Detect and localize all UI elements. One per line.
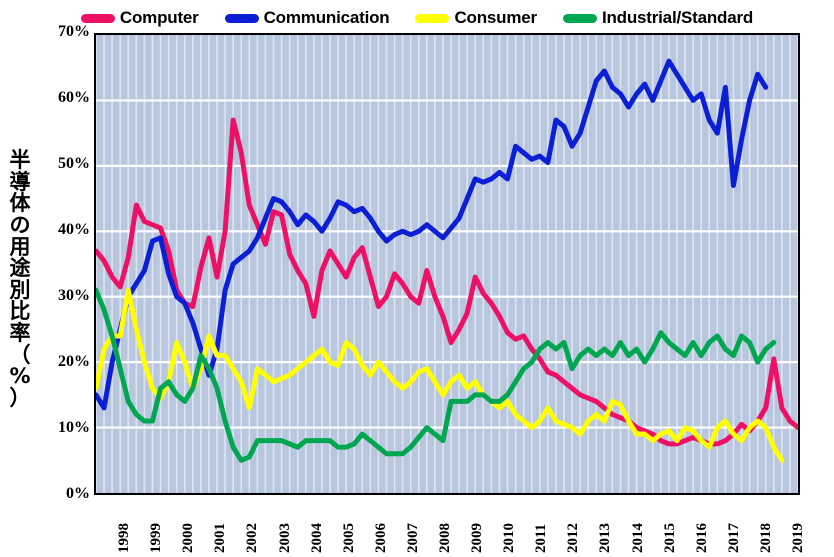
legend-label-consumer: Consumer bbox=[454, 8, 537, 27]
y-axis-title-char: （ bbox=[9, 342, 31, 367]
y-axis-title-char: 別 bbox=[9, 277, 31, 302]
y-axis-tick-70: 70% bbox=[58, 23, 90, 40]
x-axis-tick-2004: 2004 bbox=[308, 523, 325, 553]
y-axis-tick-50: 50% bbox=[58, 155, 90, 172]
x-axis-tick-2009: 2009 bbox=[469, 523, 486, 553]
x-axis-tick-1998: 1998 bbox=[116, 523, 133, 553]
y-axis-title-char: 途 bbox=[9, 256, 31, 281]
x-axis-tick-2001: 2001 bbox=[212, 523, 229, 553]
legend-label-computer: Computer bbox=[119, 8, 199, 27]
series-line-consumer bbox=[96, 287, 785, 463]
y-axis-tick-10: 10% bbox=[58, 419, 90, 436]
legend-swatch-communication bbox=[224, 13, 259, 23]
x-axis-tick-2002: 2002 bbox=[244, 523, 261, 553]
x-axis-tick-2007: 2007 bbox=[404, 523, 421, 553]
y-axis-tick-20: 20% bbox=[58, 353, 90, 370]
y-axis-tick-40: 40% bbox=[58, 221, 90, 238]
x-axis-tick-2012: 2012 bbox=[565, 523, 582, 553]
y-axis-title-char: 導 bbox=[9, 169, 31, 194]
plot-area bbox=[94, 33, 800, 495]
legend-item-communication[interactable]: Communication bbox=[224, 8, 390, 28]
legend-item-industrial-standard[interactable]: Industrial/Standard bbox=[562, 8, 754, 28]
y-axis-tick-labels: 0% 10% 20% 30% 40% 50% 60% 70% bbox=[34, 0, 90, 557]
legend-swatch-computer bbox=[80, 13, 115, 23]
y-axis-title-char: 率 bbox=[9, 321, 31, 345]
x-axis-tick-labels: 1998 1999 2000 2001 2002 2003 2004 2005 2006 2007… bbox=[94, 495, 806, 557]
y-axis-title-char: 用 bbox=[9, 234, 31, 259]
x-axis-tick-2006: 2006 bbox=[372, 523, 389, 553]
y-axis-title: 半導体の用途別比率（%） bbox=[2, 148, 38, 410]
x-axis-tick-2013: 2013 bbox=[597, 523, 614, 553]
x-axis-tick-1999: 1999 bbox=[148, 523, 165, 553]
x-axis-tick-2019: 2019 bbox=[789, 523, 806, 553]
series-line-computer bbox=[96, 117, 798, 447]
x-axis-tick-2016: 2016 bbox=[693, 523, 710, 553]
legend-swatch-consumer bbox=[415, 13, 450, 23]
legend-item-consumer[interactable]: Consumer bbox=[415, 8, 537, 28]
x-axis-tick-2003: 2003 bbox=[276, 523, 293, 553]
x-axis-tick-2000: 2000 bbox=[180, 523, 197, 553]
chart-legend: Computer Communication Consumer Industri… bbox=[0, 6, 834, 30]
plot-svg bbox=[96, 35, 798, 493]
series-line-communication bbox=[96, 58, 769, 411]
x-axis-tick-2015: 2015 bbox=[661, 523, 678, 553]
y-axis-tick-60: 60% bbox=[58, 89, 90, 106]
legend-swatch-industrial-standard bbox=[562, 13, 597, 23]
x-axis-tick-2010: 2010 bbox=[501, 523, 518, 553]
y-axis-title-char: ） bbox=[9, 385, 31, 410]
x-axis-tick-2011: 2011 bbox=[533, 523, 550, 553]
y-axis-title-char: 体 bbox=[9, 191, 31, 216]
x-axis-tick-2018: 2018 bbox=[757, 523, 774, 553]
y-axis-tick-30: 30% bbox=[58, 287, 90, 304]
x-axis-tick-2008: 2008 bbox=[436, 523, 453, 553]
x-axis-tick-2014: 2014 bbox=[629, 523, 646, 553]
series-line-industrial-standard bbox=[96, 287, 777, 463]
legend-item-computer[interactable]: Computer bbox=[80, 8, 199, 28]
legend-label-communication: Communication bbox=[263, 8, 390, 27]
x-axis-tick-2005: 2005 bbox=[340, 523, 357, 553]
y-axis-title-char: % bbox=[9, 364, 31, 389]
y-axis-tick-0: 0% bbox=[66, 485, 90, 502]
legend-label-industrial-standard: Industrial/Standard bbox=[601, 8, 754, 27]
y-axis-title-char: 半 bbox=[9, 148, 31, 172]
y-axis-title-char: 比 bbox=[9, 299, 31, 324]
x-axis-tick-2017: 2017 bbox=[725, 523, 742, 553]
y-axis-title-char: の bbox=[9, 212, 31, 237]
